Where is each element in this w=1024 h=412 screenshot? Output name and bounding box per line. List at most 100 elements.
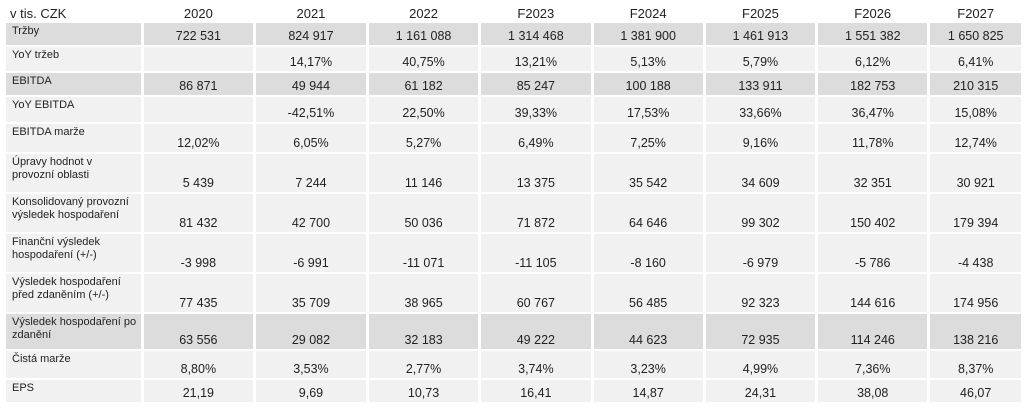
row-label: EBITDA [6, 73, 141, 95]
row-label: Úpravy hodnot v provozní oblasti [6, 154, 141, 192]
table-cell: 71 872 [481, 194, 591, 232]
table-cell: 85 247 [481, 73, 591, 95]
table-cell: 100 188 [593, 73, 703, 95]
table-cell: 86 871 [143, 73, 253, 95]
column-header: F2026 [854, 6, 892, 21]
table-cell: 29 082 [256, 314, 366, 349]
table-cell: 32 183 [368, 314, 479, 349]
row-label: Výsledek hospodaření po zdanění [6, 314, 141, 349]
table-cell: -11 105 [481, 234, 591, 272]
table-cell: 92 323 [705, 274, 816, 312]
table-cell: 99 302 [705, 194, 816, 232]
table-cell: 60 767 [481, 274, 591, 312]
table-cell: 9,16% [705, 124, 816, 152]
table-cell: 21,19 [143, 380, 253, 402]
row-label: Konsolidovaný provozní výsledek hospodař… [6, 194, 141, 232]
table-cell: 56 485 [593, 274, 703, 312]
table-cell: 1 461 913 [705, 23, 816, 45]
table-cell: 33,66% [705, 97, 816, 122]
table-cell: 5,79% [705, 47, 816, 71]
table-cell: 49 222 [481, 314, 591, 349]
row-label: Výsledek hospodaření před zdaněním (+/-) [6, 274, 141, 312]
table-cell [143, 47, 253, 71]
table-cell: 11 146 [368, 154, 479, 192]
table-cell: 5,27% [368, 124, 479, 152]
table-cell: -5 786 [818, 234, 928, 272]
table-cell: 3,23% [593, 351, 703, 378]
table-cell: 39,33% [481, 97, 591, 122]
table-cell: 50 036 [368, 194, 479, 232]
table-cell: 44 623 [593, 314, 703, 349]
table-cell: 49 944 [256, 73, 366, 95]
table-cell: 6,12% [818, 47, 928, 71]
table-cell: 38 965 [368, 274, 479, 312]
table-row: Výsledek hospodaření před zdaněním (+/-)… [6, 274, 1021, 312]
table-cell: 144 616 [818, 274, 928, 312]
table-cell: 81 432 [143, 194, 253, 232]
table-cell: 824 917 [256, 23, 366, 45]
table-row: YoY EBITDA -42,51% 22,50% 39,33% 17,53% 33,66… [6, 97, 1021, 122]
table-cell: 63 556 [143, 314, 253, 349]
table-cell: 179 394 [930, 194, 1021, 232]
table-cell: 7,25% [593, 124, 703, 152]
table-cell: 1 161 088 [368, 23, 479, 45]
table-cell: 1 551 382 [818, 23, 928, 45]
column-header: F2023 [517, 6, 555, 21]
table-row: Konsolidovaný provozní výsledek hospodař… [6, 194, 1021, 232]
table-cell: 22,50% [368, 97, 479, 122]
table-cell: 722 531 [143, 23, 253, 45]
table-cell: -4 438 [930, 234, 1021, 272]
table-cell: 8,80% [143, 351, 253, 378]
unit-label: v tis. CZK [10, 6, 67, 21]
table-cell: 12,74% [930, 124, 1021, 152]
column-header: 2021 [296, 6, 326, 21]
table-cell: 13 375 [481, 154, 591, 192]
column-header: F2027 [957, 6, 995, 21]
table-cell: 6,49% [481, 124, 591, 152]
table-cell: 1 650 825 [930, 23, 1021, 45]
table-row: EBITDA 86 871 49 944 61 182 85 247 100 188 133… [6, 73, 1021, 95]
table-cell: 61 182 [368, 73, 479, 95]
table-cell: 35 709 [256, 274, 366, 312]
table-cell: 210 315 [930, 73, 1021, 95]
table-cell: 133 911 [705, 73, 816, 95]
table-cell: 1 314 468 [481, 23, 591, 45]
table-cell: 1 381 900 [593, 23, 703, 45]
table-cell: 6,05% [256, 124, 366, 152]
table-cell: 32 351 [818, 154, 928, 192]
table-cell: 114 246 [818, 314, 928, 349]
table-cell: 77 435 [143, 274, 253, 312]
table-cell: 15,08% [930, 97, 1021, 122]
table-cell: 5 439 [143, 154, 253, 192]
table-row: EPS 21,19 9,69 10,73 16,41 14,87 24,31 38,08 46,… [6, 380, 1021, 402]
table-cell: 16,41 [481, 380, 591, 402]
table-cell: 6,41% [930, 47, 1021, 71]
row-label: YoY EBITDA [6, 97, 141, 122]
table-cell: 17,53% [593, 97, 703, 122]
table-cell: 38,08 [818, 380, 928, 402]
row-label: EPS [6, 380, 141, 402]
table-cell: 150 402 [818, 194, 928, 232]
table-row: Úpravy hodnot v provozní oblasti 5 439 7 2… [6, 154, 1021, 192]
column-header: 2020 [183, 6, 213, 21]
table-cell: 4,99% [705, 351, 816, 378]
table-cell: 12,02% [143, 124, 253, 152]
table-cell: 3,53% [256, 351, 366, 378]
header-row: v tis. CZK 2020 2021 2022 F2023 F2024 F2… [6, 3, 1021, 21]
table-cell: 13,21% [481, 47, 591, 71]
table-cell: 2,77% [368, 351, 479, 378]
table-cell: 42 700 [256, 194, 366, 232]
table-cell: 8,37% [930, 351, 1021, 378]
table-row: EBITDA marže 12,02% 6,05% 5,27% 6,49% 7,25% 9,… [6, 124, 1021, 152]
table-cell: 9,69 [256, 380, 366, 402]
table-row: Tržby 722 531 824 917 1 161 088 1 314 468 1 3… [6, 23, 1021, 45]
table-cell: -8 160 [593, 234, 703, 272]
table-row: Čistá marže 8,80% 3,53% 2,77% 3,74% 3,23% 4,99… [6, 351, 1021, 378]
table-cell: 10,73 [368, 380, 479, 402]
table-cell: 35 542 [593, 154, 703, 192]
row-label: EBITDA marže [6, 124, 141, 152]
table-cell: 182 753 [818, 73, 928, 95]
table-cell: 3,74% [481, 351, 591, 378]
table-cell: 64 646 [593, 194, 703, 232]
column-header: 2022 [409, 6, 439, 21]
